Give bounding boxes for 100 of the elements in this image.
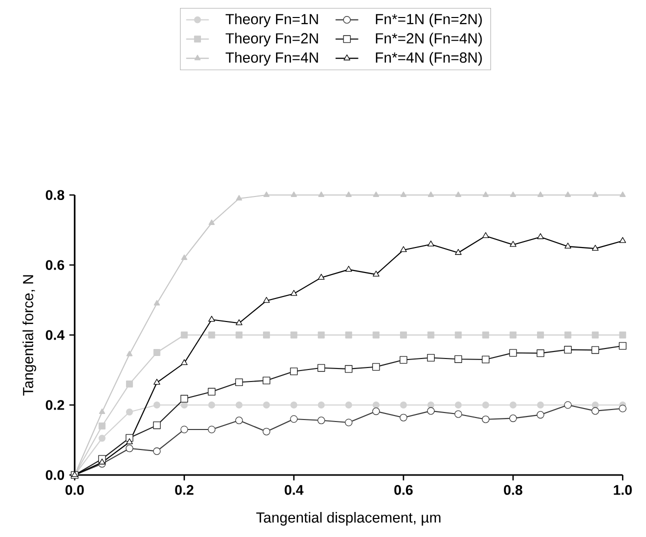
point [482, 232, 489, 238]
point [317, 416, 326, 424]
point [263, 192, 270, 198]
point [236, 319, 242, 326]
x-axis-title: Tangential displacement, µm [256, 512, 440, 526]
legend-label: Fn*=1N (Fn=2N) [376, 14, 482, 28]
point [153, 447, 161, 455]
point [154, 378, 160, 385]
point [536, 349, 544, 357]
point [428, 192, 434, 198]
point [344, 365, 352, 373]
point [262, 428, 270, 436]
point [126, 380, 133, 388]
point [126, 438, 133, 444]
point [126, 444, 134, 452]
point [344, 418, 352, 426]
point [400, 402, 407, 408]
point [592, 244, 599, 251]
legend-label: Fn*=2N (Fn=4N) [376, 32, 482, 46]
point [618, 404, 626, 412]
point [482, 192, 489, 198]
point [428, 240, 434, 246]
y-tick-label: 0.6 [46, 260, 64, 270]
point [290, 290, 298, 296]
point [372, 408, 380, 416]
point [564, 192, 571, 198]
point [236, 195, 242, 201]
point [99, 408, 106, 414]
point [564, 346, 572, 354]
point [345, 266, 352, 272]
point [235, 416, 243, 424]
point [454, 332, 462, 338]
point [372, 270, 380, 277]
point [592, 332, 599, 338]
point [427, 402, 434, 408]
y-tick-label: 0.4 [46, 330, 65, 340]
point [509, 414, 517, 422]
point [400, 356, 408, 364]
point [126, 350, 133, 356]
point [619, 332, 626, 338]
point [400, 246, 407, 252]
point [154, 300, 160, 306]
point [345, 332, 352, 338]
point [537, 402, 544, 408]
point [592, 192, 598, 198]
legend-label: Fn*=4N (Fn=8N) [376, 52, 482, 66]
point [318, 274, 325, 280]
point [564, 332, 572, 338]
point [346, 192, 352, 198]
point [290, 192, 297, 198]
point [180, 394, 188, 402]
point [536, 411, 544, 419]
point [620, 192, 626, 198]
x-tick-label: 0.0 [66, 485, 84, 495]
point [318, 402, 325, 408]
legend-label: Theory Fn=2N [226, 32, 318, 46]
point [455, 192, 462, 198]
point [98, 434, 106, 442]
point [290, 332, 298, 338]
point [180, 332, 188, 338]
point [510, 402, 517, 408]
point [263, 402, 270, 408]
x-tick-label: 0.4 [284, 485, 304, 495]
point [98, 422, 106, 430]
point [482, 332, 490, 338]
point [180, 426, 188, 434]
y-tick-label: 0.2 [46, 400, 64, 410]
point [262, 376, 270, 384]
point [591, 407, 600, 415]
point [400, 332, 407, 338]
point [290, 415, 298, 423]
point [454, 410, 462, 418]
x-tick-label: 0.8 [504, 485, 522, 495]
point [454, 402, 462, 408]
point [180, 359, 188, 366]
point [509, 349, 517, 357]
point [180, 402, 188, 408]
point [263, 332, 270, 338]
point [427, 407, 435, 415]
point [454, 248, 462, 255]
point [482, 402, 490, 408]
point [400, 192, 407, 198]
point [372, 332, 380, 338]
point [592, 402, 599, 408]
point [564, 242, 572, 249]
point [400, 414, 408, 422]
point [236, 332, 243, 338]
point [454, 355, 462, 363]
point [372, 363, 380, 371]
legend-label: Theory Fn=4N [226, 52, 318, 66]
point [427, 332, 434, 338]
point [510, 240, 516, 247]
point [618, 342, 626, 350]
point [235, 378, 243, 386]
point [208, 402, 216, 408]
point [290, 402, 298, 408]
point [372, 402, 380, 408]
x-tick-label: 1.0 [614, 485, 632, 495]
x-tick-label: 0.6 [394, 485, 413, 495]
point [153, 422, 161, 430]
